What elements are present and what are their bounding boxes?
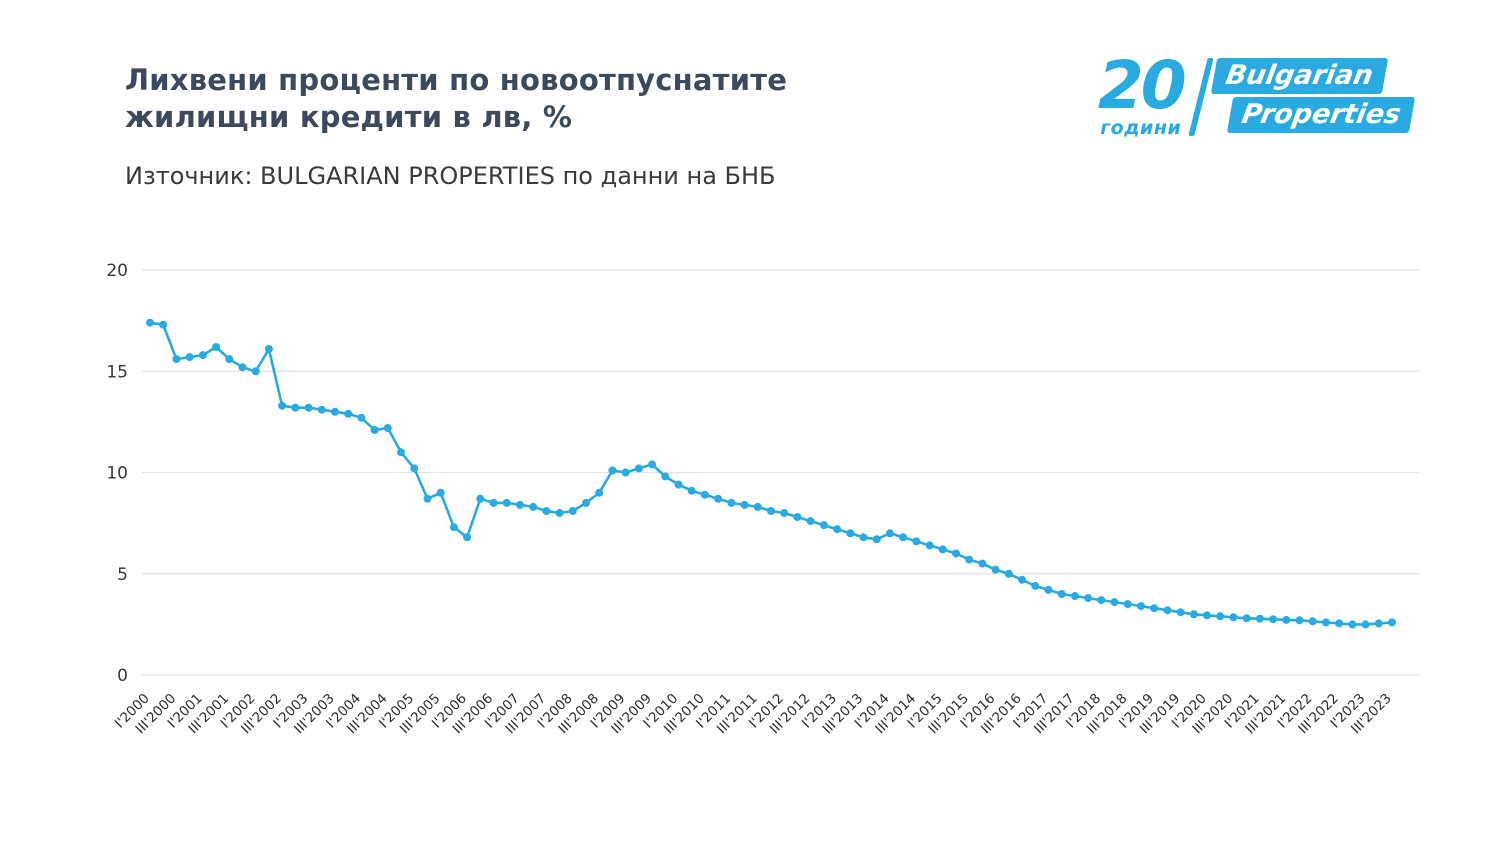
titles: Лихвени проценти по новоотпуснатите жили… xyxy=(125,62,787,190)
logo-years-label: години xyxy=(1100,117,1182,140)
logo-number: 20 xyxy=(1097,47,1187,124)
page-title-line2: жилищни кредити в лв, % xyxy=(125,100,573,135)
chart-svg: 05101520I'2000III'2000I'2001III'2001I'20… xyxy=(106,261,1420,737)
logo-brand-text: Bulgarian Properties xyxy=(1210,58,1416,134)
svg-text:5: 5 xyxy=(117,565,128,585)
interest-rate-line-chart: 0 5 10 15 20 I'2000 III'2000 I'2001 III'2001 I'20… xyxy=(92,242,1452,802)
logo-brand-line2: Properties xyxy=(1226,97,1416,134)
svg-text:10: 10 xyxy=(106,464,128,484)
page-title: Лихвени проценти по новоотпуснатите жили… xyxy=(125,62,787,136)
logo-brand-line1: Bulgarian xyxy=(1210,58,1388,95)
svg-text:15: 15 xyxy=(106,362,128,382)
logo-divider-bar xyxy=(1187,58,1214,136)
source-subtitle: Източник: BULGARIAN PROPERTIES по данни … xyxy=(125,162,776,191)
svg-text:0: 0 xyxy=(117,666,128,686)
svg-text:20: 20 xyxy=(106,261,128,281)
bulgarian-properties-logo: 20 години Bulgarian Properties xyxy=(1097,47,1416,140)
header: Лихвени проценти по новоотпуснатите жили… xyxy=(0,0,1500,190)
page-title-line1: Лихвени проценти по новоотпуснатите xyxy=(125,63,788,97)
logo-20-years: 20 години xyxy=(1097,47,1187,140)
